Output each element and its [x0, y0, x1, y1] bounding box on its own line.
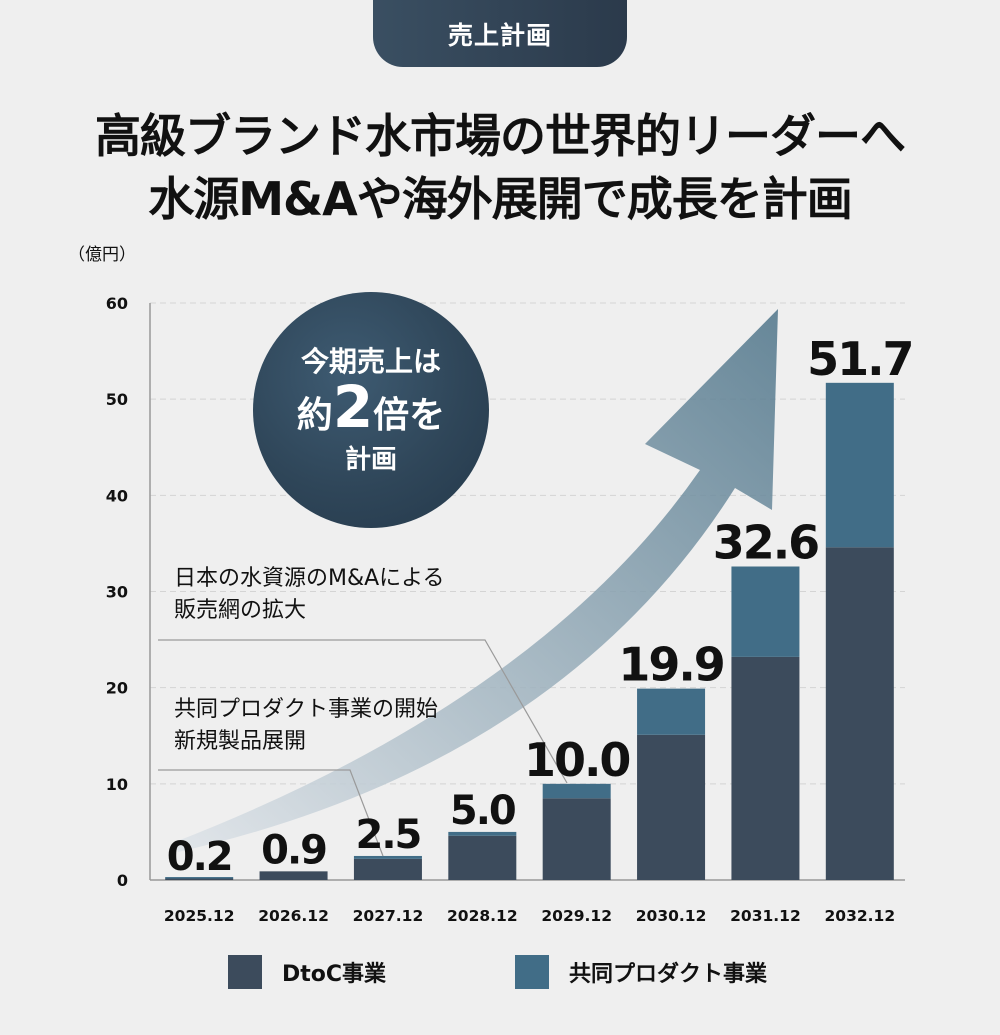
bar-dtoc [353, 858, 422, 880]
x-tick-label: 2027.12 [353, 907, 424, 925]
bar-joint [165, 877, 234, 879]
y-tick-label: 30 [106, 583, 128, 602]
bar-dtoc [259, 871, 328, 880]
title-line-1: 高級ブランド水市場の世界的リーダーへ [95, 109, 906, 163]
x-tick-label: 2028.12 [447, 907, 518, 925]
x-tick-label: 2032.12 [825, 907, 896, 925]
leader-line-joint [158, 769, 384, 857]
value-label: 19.9 [618, 638, 724, 692]
bar-dtoc [637, 734, 706, 880]
value-labels: 0.2 0.9 2.5 5.010.0 19.9 32.6 51.7 [167, 332, 915, 880]
value-label: 10.0 [524, 733, 630, 787]
note-joint-line-2: 新規製品展開 [174, 729, 307, 754]
x-tick-label: 2029.12 [541, 907, 612, 925]
y-tick-label: 20 [106, 679, 128, 698]
y-tick-label: 50 [106, 390, 128, 409]
bar-joint [731, 566, 800, 657]
y-tick-label: 10 [106, 775, 128, 794]
bar-dtoc [731, 656, 800, 880]
x-tick-label: 2026.12 [258, 907, 329, 925]
bar-joint [448, 831, 517, 836]
legend-item-joint: 共同プロダクト事業 [515, 955, 767, 989]
note-ma: 日本の水資源のM&Aによる 販売網の拡大 [174, 563, 445, 627]
value-label: 0.2 [167, 834, 232, 880]
callout-post: 倍を [373, 394, 446, 436]
callout-pre: 約 [296, 394, 333, 436]
y-axis-unit: （億円） [68, 245, 136, 265]
x-tick-label: 2025.12 [164, 907, 235, 925]
bar-dtoc [165, 878, 234, 880]
note-leader-lines [158, 639, 568, 857]
bar-joint [542, 783, 611, 799]
legend-item-dtoc: DtoC事業 [228, 955, 386, 989]
value-label: 5.0 [450, 788, 515, 834]
bar-joint [825, 382, 894, 548]
x-tick-label: 2031.12 [730, 907, 801, 925]
leader-line-ma [158, 639, 568, 784]
legend-label-joint: 共同プロダクト事業 [569, 962, 768, 987]
note-joint-line-1: 共同プロダクト事業の開始 [174, 697, 439, 722]
y-tick-label: 0 [117, 871, 128, 890]
title-line-2: 水源M&Aや海外展開で成長を計画 [148, 172, 853, 226]
section-badge: 売上計画 [373, 0, 627, 67]
bars [165, 382, 894, 880]
bar-joint [353, 855, 422, 859]
y-tick-label: 60 [106, 294, 128, 313]
callout-big-number: 2 [332, 372, 374, 441]
callout-line-1: 今期売上は [300, 344, 441, 378]
x-tick-labels: 2025.12 2026.12 2027.12 2028.12 2029.12 2030.… [164, 907, 895, 925]
growth-callout-circle: 今期売上は 約2倍を 計画 [253, 292, 489, 528]
x-tick-label: 2030.12 [636, 907, 707, 925]
note-ma-line-2: 販売網の拡大 [174, 598, 307, 623]
value-label: 51.7 [807, 332, 913, 386]
value-label: 32.6 [713, 515, 819, 569]
legend-swatch-dtoc [228, 955, 262, 989]
legend-swatch-joint [515, 955, 549, 989]
note-joint: 共同プロダクト事業の開始 新規製品展開 [174, 694, 438, 758]
callout-line-3: 計画 [344, 444, 397, 475]
value-label: 0.9 [261, 827, 326, 873]
bar-joint [637, 688, 706, 735]
callout-line-2: 約2倍を [296, 378, 446, 443]
bar-dtoc [542, 798, 611, 880]
bar-dtoc [825, 547, 894, 880]
legend-label-dtoc: DtoC事業 [282, 962, 387, 987]
value-label: 2.5 [356, 812, 421, 858]
note-ma-line-1: 日本の水資源のM&Aによる [174, 566, 445, 591]
bar-dtoc [448, 835, 517, 880]
y-tick-label: 40 [106, 486, 128, 505]
growth-arrow [175, 309, 778, 852]
y-tick-labels: 0 10 20 30 40 50 60 [106, 294, 128, 890]
